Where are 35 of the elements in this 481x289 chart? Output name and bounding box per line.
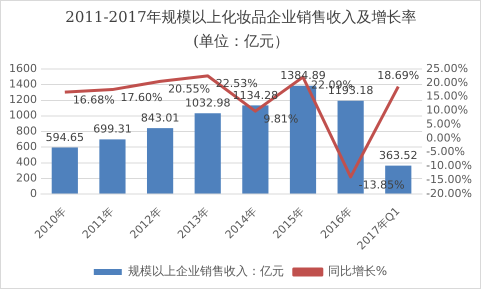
data-label: 843.01 (140, 112, 180, 125)
y-tick-label: 600 (16, 140, 37, 153)
y2-tick-label: 5.00% (426, 117, 462, 130)
y-tick-label: 1400 (8, 77, 37, 90)
y2-tick-label: -10.00% (426, 159, 472, 172)
data-label: 363.52 (379, 148, 418, 162)
data-label: 1032.98 (184, 96, 230, 110)
y2-tick-label: 25.00% (426, 62, 468, 75)
bar (146, 128, 174, 194)
chart-title: 2011-2017年规模以上化妆品企业销售收入及增长率(单位：亿元） (64, 7, 418, 52)
y-tick-label: 200 (16, 171, 37, 184)
y-tick-label: 800 (16, 124, 37, 138)
bar (99, 139, 126, 194)
data-label: 594.65 (46, 130, 84, 144)
data-label: 699.31 (93, 122, 132, 136)
y2-tick-label: -5.00% (426, 145, 466, 158)
legend-label: 规模以上企业销售收入：亿元 (128, 264, 284, 278)
legend-label: 同比增长% (328, 264, 388, 278)
data-label: 17.60% (120, 90, 162, 104)
data-label: 16.68% (72, 93, 115, 106)
y2-tick-label: 20.00% (426, 76, 468, 89)
y-tick-label: 0 (30, 186, 37, 200)
y-tick-label: 1200 (8, 93, 37, 106)
y-tick-label: 1000 (8, 108, 37, 122)
y2-tick-label: 0.00% (426, 131, 462, 144)
data-label: 18.69% (377, 68, 420, 82)
y-tick-label: 1600 (8, 62, 37, 75)
y2-tick-label: -20.00% (426, 186, 472, 200)
bar (52, 148, 78, 194)
y2-tick-label: 15.00% (426, 90, 468, 103)
y2-tick-label: 10.00% (426, 104, 468, 117)
y2-tick-label: -15.00% (426, 172, 472, 186)
data-label: 20.55% (168, 82, 210, 96)
bar (194, 113, 221, 194)
y-tick-label: 400 (16, 156, 37, 169)
